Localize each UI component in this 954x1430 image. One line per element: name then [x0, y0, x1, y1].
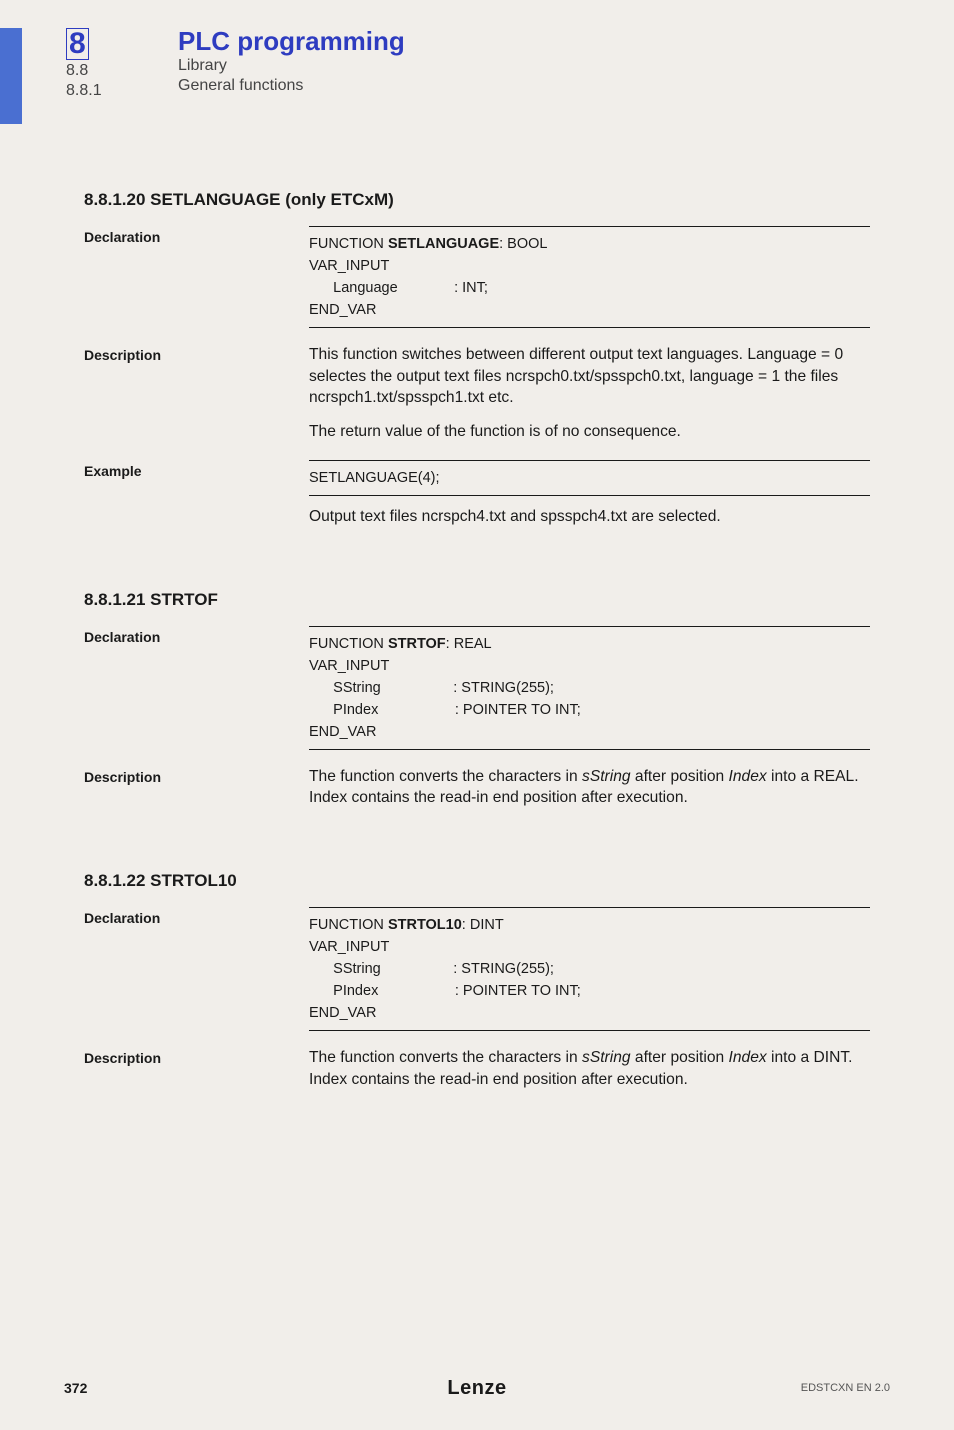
example-row: Example SETLANGUAGE(4); Output text file…	[84, 460, 870, 528]
declaration-code: FUNCTION STRTOF: REAL VAR_INPUT SString …	[309, 626, 870, 750]
description-body: The function converts the characters in …	[309, 1047, 870, 1090]
section-heading: 8.8.1.20 SETLANGUAGE (only ETCxM)	[84, 190, 870, 210]
declaration-label: Declaration	[84, 226, 309, 245]
document-reference: EDSTCXN EN 2.0	[801, 1382, 890, 1394]
chapter-title: PLC programming	[178, 28, 405, 55]
page-content: 8.8.1.20 SETLANGUAGE (only ETCxM) Declar…	[0, 138, 954, 1090]
description-label: Description	[84, 1047, 309, 1066]
example-code: SETLANGUAGE(4);	[309, 460, 870, 496]
page-header: 8 8.8 8.8.1 PLC programming Library Gene…	[0, 0, 954, 138]
declaration-code: FUNCTION STRTOL10: DINT VAR_INPUT SStrin…	[309, 907, 870, 1031]
description-body: This function switches between different…	[309, 344, 870, 454]
description-paragraph: This function switches between different…	[309, 344, 870, 409]
description-row: Description The function converts the ch…	[84, 1047, 870, 1090]
example-body: SETLANGUAGE(4); Output text files ncrspc…	[309, 460, 870, 528]
header-titles-column: PLC programming Library General function…	[178, 28, 405, 100]
subsection-number: 8.8.1	[66, 82, 178, 100]
description-row: Description This function switches betwe…	[84, 344, 870, 454]
chapter-number-box: 8	[66, 28, 89, 60]
declaration-row: Declaration FUNCTION SETLANGUAGE: BOOL V…	[84, 226, 870, 338]
section-heading: 8.8.1.22 STRTOL10	[84, 871, 870, 891]
header-columns: 8 8.8 8.8.1 PLC programming Library Gene…	[22, 28, 405, 100]
header-numbers-column: 8 8.8 8.8.1	[66, 28, 178, 100]
description-body: The function converts the characters in …	[309, 766, 870, 809]
declaration-row: Declaration FUNCTION STRTOL10: DINT VAR_…	[84, 907, 870, 1041]
brand-logo: Lenze	[447, 1377, 506, 1400]
section-number: 8.8	[66, 62, 178, 80]
description-label: Description	[84, 344, 309, 363]
subsection-title: General functions	[178, 77, 405, 95]
description-label: Description	[84, 766, 309, 785]
chapter-number: 8	[66, 28, 178, 60]
section-title: Library	[178, 57, 405, 75]
declaration-row: Declaration FUNCTION STRTOF: REAL VAR_IN…	[84, 626, 870, 760]
page-number: 372	[64, 1380, 87, 1396]
example-after-text: Output text files ncrspch4.txt and spssp…	[309, 506, 870, 528]
section-heading: 8.8.1.21 STRTOF	[84, 590, 870, 610]
page-footer: 372 Lenze EDSTCXN EN 2.0	[0, 1370, 954, 1430]
example-label: Example	[84, 460, 309, 479]
description-row: Description The function converts the ch…	[84, 766, 870, 809]
declaration-label: Declaration	[84, 626, 309, 645]
declaration-label: Declaration	[84, 907, 309, 926]
description-paragraph: The return value of the function is of n…	[309, 421, 870, 443]
header-accent-bar	[0, 28, 22, 124]
declaration-code: FUNCTION SETLANGUAGE: BOOL VAR_INPUT Lan…	[309, 226, 870, 328]
